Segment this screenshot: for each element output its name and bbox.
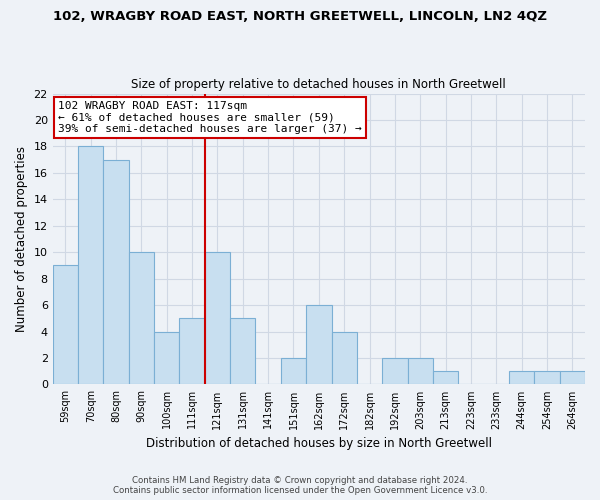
X-axis label: Distribution of detached houses by size in North Greetwell: Distribution of detached houses by size … [146,437,492,450]
Bar [560,371,585,384]
Text: 102, WRAGBY ROAD EAST, NORTH GREETWELL, LINCOLN, LN2 4QZ: 102, WRAGBY ROAD EAST, NORTH GREETWELL, … [53,10,547,23]
Bar [103,160,129,384]
Bar [281,358,306,384]
Text: Contains HM Land Registry data © Crown copyright and database right 2024.
Contai: Contains HM Land Registry data © Crown c… [113,476,487,495]
Title: Size of property relative to detached houses in North Greetwell: Size of property relative to detached ho… [131,78,506,91]
Bar [78,146,103,384]
Bar [509,371,535,384]
Bar [306,305,332,384]
Bar [179,318,205,384]
Bar [129,252,154,384]
Bar [332,332,357,384]
Bar [535,371,560,384]
Bar [154,332,179,384]
Bar [382,358,407,384]
Bar [53,266,78,384]
Bar [205,252,230,384]
Text: 102 WRAGBY ROAD EAST: 117sqm
← 61% of detached houses are smaller (59)
39% of se: 102 WRAGBY ROAD EAST: 117sqm ← 61% of de… [58,101,362,134]
Bar [433,371,458,384]
Bar [230,318,256,384]
Y-axis label: Number of detached properties: Number of detached properties [15,146,28,332]
Bar [407,358,433,384]
